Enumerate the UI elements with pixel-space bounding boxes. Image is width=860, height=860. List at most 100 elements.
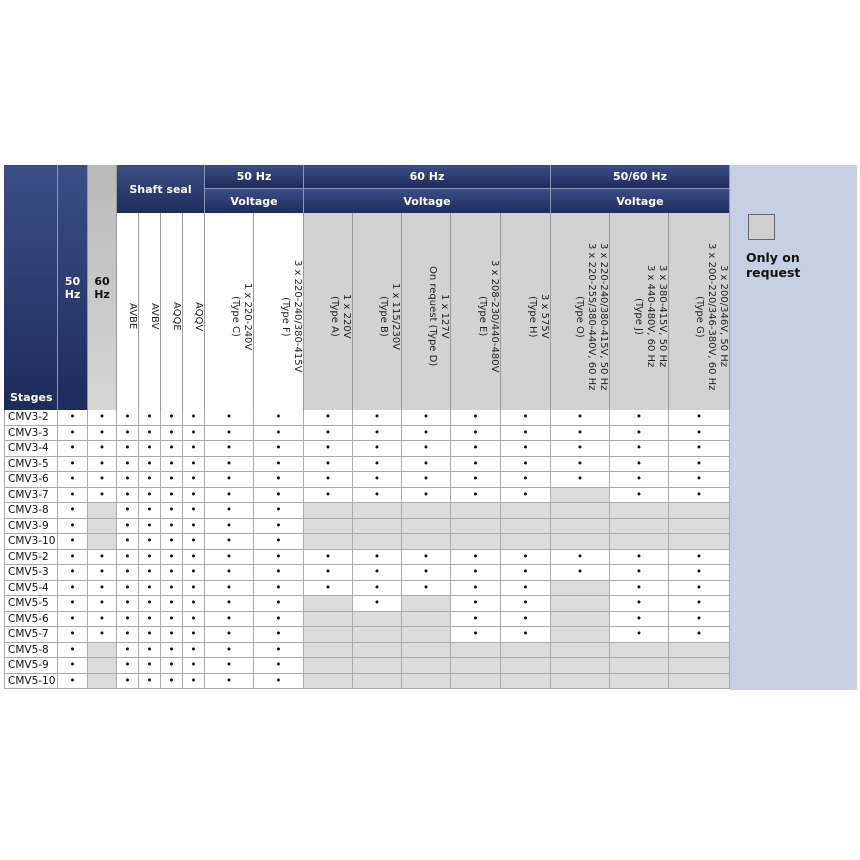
dot-cell: •	[669, 487, 730, 503]
empty-cell	[551, 627, 610, 643]
column-header: 1 x 115/230V (Type B)	[353, 213, 402, 410]
dot-cell: •	[610, 456, 669, 472]
dot-cell: •	[551, 410, 610, 426]
empty-cell	[88, 673, 117, 689]
empty-cell	[304, 611, 353, 627]
dot-cell: •	[254, 518, 304, 534]
group-header: 50 Hz	[205, 165, 304, 189]
dot-cell: •	[183, 658, 205, 674]
empty-cell	[88, 642, 117, 658]
dot-cell: •	[669, 456, 730, 472]
group-header: 50/60 Hz	[551, 165, 730, 189]
dot-cell: •	[254, 596, 304, 612]
empty-cell	[88, 503, 117, 519]
empty-cell	[501, 673, 551, 689]
dot-cell: •	[254, 611, 304, 627]
stage-cell: CMV5-4	[4, 580, 58, 596]
hz60-header: 60 Hz	[88, 165, 117, 410]
empty-cell	[402, 627, 451, 643]
dot-cell: •	[88, 627, 117, 643]
column-header: 1 x 220-240V (Type C)	[205, 213, 254, 410]
dot-cell: •	[58, 425, 88, 441]
dot-cell: •	[183, 596, 205, 612]
dot-cell: •	[161, 565, 183, 581]
dot-cell: •	[58, 549, 88, 565]
dot-cell: •	[205, 549, 254, 565]
empty-cell	[551, 518, 610, 534]
shaft-seal-header: Shaft seal	[117, 165, 205, 213]
dot-cell: •	[58, 611, 88, 627]
dot-cell: •	[353, 549, 402, 565]
dot-cell: •	[551, 565, 610, 581]
dot-cell: •	[610, 627, 669, 643]
empty-cell	[88, 658, 117, 674]
seal-header: AQQE	[161, 213, 183, 410]
dot-cell: •	[161, 472, 183, 488]
dot-cell: •	[58, 658, 88, 674]
dot-cell: •	[161, 534, 183, 550]
dot-cell: •	[254, 410, 304, 426]
empty-cell	[669, 658, 730, 674]
dot-cell: •	[58, 487, 88, 503]
dot-cell: •	[501, 611, 551, 627]
empty-cell	[353, 518, 402, 534]
dot-cell: •	[183, 642, 205, 658]
dot-cell: •	[551, 472, 610, 488]
dot-cell: •	[205, 673, 254, 689]
empty-cell	[304, 518, 353, 534]
empty-cell	[304, 642, 353, 658]
dot-cell: •	[183, 410, 205, 426]
dot-cell: •	[183, 565, 205, 581]
dot-cell: •	[161, 658, 183, 674]
dot-cell: •	[117, 425, 139, 441]
dot-cell: •	[353, 441, 402, 457]
dot-cell: •	[183, 627, 205, 643]
dot-cell: •	[304, 472, 353, 488]
dot-cell: •	[88, 580, 117, 596]
dot-cell: •	[161, 673, 183, 689]
dot-cell: •	[451, 565, 501, 581]
dot-cell: •	[402, 425, 451, 441]
dot-cell: •	[501, 410, 551, 426]
empty-cell	[451, 518, 501, 534]
dot-cell: •	[610, 425, 669, 441]
dot-cell: •	[402, 549, 451, 565]
empty-cell	[551, 658, 610, 674]
column-header: 3 x 380-415V, 50 Hz 3 x 440-480V, 60 Hz …	[610, 213, 669, 410]
dot-cell: •	[139, 503, 161, 519]
dot-cell: •	[183, 611, 205, 627]
dot-cell: •	[183, 456, 205, 472]
stage-cell: CMV5-10	[4, 673, 58, 689]
dot-cell: •	[451, 410, 501, 426]
dot-cell: •	[501, 441, 551, 457]
empty-cell	[451, 642, 501, 658]
dot-cell: •	[139, 456, 161, 472]
dot-cell: •	[139, 549, 161, 565]
dot-cell: •	[451, 627, 501, 643]
empty-cell	[451, 673, 501, 689]
empty-cell	[402, 534, 451, 550]
empty-cell	[402, 673, 451, 689]
dot-cell: •	[161, 596, 183, 612]
dot-cell: •	[117, 565, 139, 581]
empty-cell	[353, 658, 402, 674]
dot-cell: •	[501, 627, 551, 643]
empty-cell	[551, 580, 610, 596]
dot-cell: •	[139, 673, 161, 689]
dot-cell: •	[183, 441, 205, 457]
dot-cell: •	[117, 472, 139, 488]
dot-cell: •	[669, 627, 730, 643]
dot-cell: •	[58, 596, 88, 612]
empty-cell	[501, 503, 551, 519]
dot-cell: •	[161, 441, 183, 457]
dot-cell: •	[353, 565, 402, 581]
dot-cell: •	[254, 487, 304, 503]
stages-header: Stages	[4, 165, 58, 410]
empty-cell	[451, 658, 501, 674]
dot-cell: •	[139, 658, 161, 674]
dot-cell: •	[353, 472, 402, 488]
stage-cell: CMV3-9	[4, 518, 58, 534]
dot-cell: •	[304, 565, 353, 581]
empty-cell	[353, 642, 402, 658]
seal-header: AVBV	[139, 213, 161, 410]
